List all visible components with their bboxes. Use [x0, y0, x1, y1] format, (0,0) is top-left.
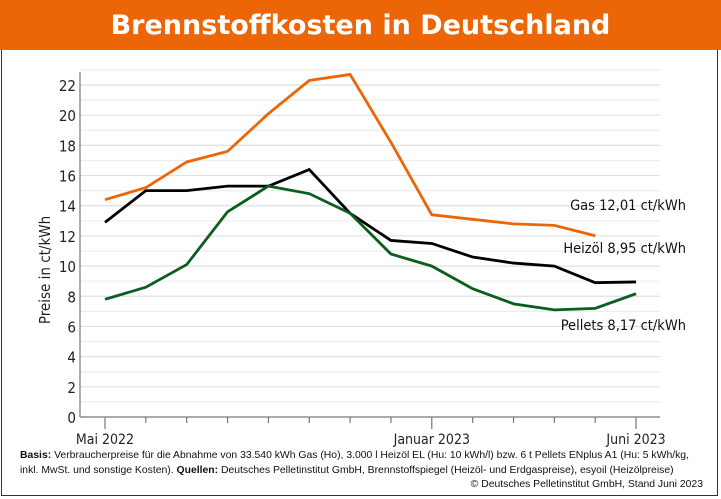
x-tick-label: Januar 2023 [393, 432, 470, 448]
y-tick-label: 8 [67, 288, 76, 306]
y-tick-label: 4 [67, 349, 76, 367]
sources-label: Quellen: [176, 464, 219, 476]
series-end-label: Heizöl 8,95 ct/kWh [563, 241, 686, 257]
basis-label: Basis: [20, 450, 52, 461]
sources-text: Deutsches Pelletinstitut GmbH, Brennstof… [218, 464, 674, 476]
x-tick-label: Juni 2023 [605, 432, 665, 448]
y-tick-label: 20 [59, 107, 76, 125]
y-tick-label: 0 [67, 409, 76, 427]
y-tick-label: 12 [59, 228, 76, 246]
y-tick-label: 10 [59, 258, 76, 276]
chart-title: Brennstoffkosten in Deutschland [0, 0, 721, 50]
x-tick-label: Mai 2022 [76, 432, 134, 448]
y-tick-label: 14 [59, 198, 76, 216]
y-axis-label: Preise in ct/kWh [36, 216, 54, 324]
series-line-heizöl [104, 167, 637, 285]
y-tick-label: 6 [67, 318, 76, 336]
basis-text: Verbraucherpreise für die Abnahme von 33… [20, 450, 689, 476]
footnote: Basis: Verbraucherpreise für die Abnahme… [20, 449, 703, 493]
y-tick-label: 18 [59, 137, 76, 155]
copyright: © Deutsches Pelletinstitut GmbH, Stand J… [470, 479, 703, 490]
series-end-label: Gas 12,01 ct/kWh [570, 198, 686, 214]
y-tick-label: 2 [67, 379, 76, 397]
series-end-label: Pellets 8,17 ct/kWh [561, 318, 686, 334]
y-tick-label: 16 [59, 168, 76, 186]
series-line-pellets [104, 184, 637, 312]
y-tick-label: 22 [59, 77, 76, 95]
